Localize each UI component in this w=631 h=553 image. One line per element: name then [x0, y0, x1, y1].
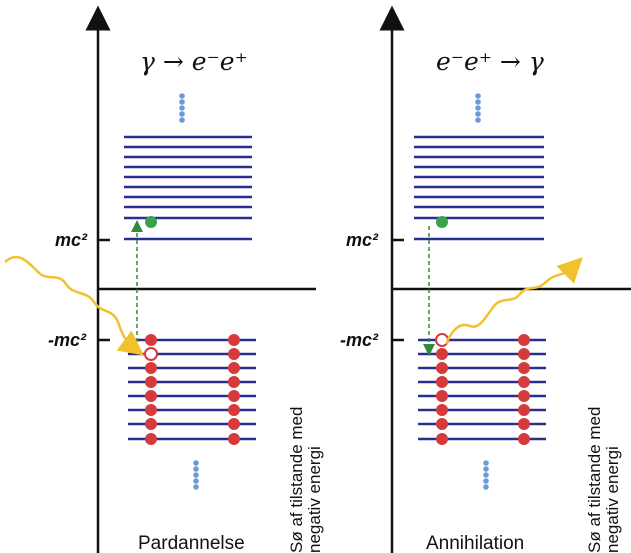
- left-neg-mc2-label: -mc²: [48, 330, 87, 350]
- left-mc2-label: mc²: [55, 230, 88, 250]
- left-incoming-photon: [4, 255, 144, 356]
- left-title: γ → e⁻e⁺: [140, 47, 248, 76]
- left-side-label-line1: Sø af tilstande med: [287, 407, 306, 553]
- right-continuation-dots-top: [475, 93, 481, 123]
- left-caption: Pardannelse: [138, 533, 245, 553]
- left-sea-particles: [145, 334, 240, 445]
- right-caption: Annihilation: [426, 533, 524, 553]
- right-positive-levels: [414, 135, 544, 241]
- left-side-label: Sø af tilstande med negativ energi: [287, 407, 324, 553]
- right-title: e⁻e⁺ → γ: [436, 47, 544, 76]
- left-hole: [144, 347, 158, 361]
- right-hole: [435, 333, 449, 347]
- right-continuation-dots-bottom: [483, 460, 489, 490]
- right-neg-mc2-label: -mc²: [340, 330, 379, 350]
- left-electron: [145, 216, 157, 228]
- right-side-label-line1: Sø af tilstande med: [585, 407, 604, 553]
- left-panel: γ → e⁻e⁺ mc² -mc²: [4, 5, 324, 553]
- right-outgoing-photon: [444, 257, 583, 345]
- left-continuation-dots-top: [179, 93, 185, 123]
- left-side-label-line2: negativ energi: [305, 446, 324, 553]
- left-continuation-dots-bottom: [193, 460, 199, 490]
- left-positive-levels: [124, 135, 252, 241]
- right-sea-particles: [436, 334, 530, 445]
- right-panel: e⁻e⁺ → γ mc² -mc²: [340, 5, 631, 553]
- right-mc2-label: mc²: [346, 230, 379, 250]
- right-side-label-line2: negativ energi: [603, 446, 622, 553]
- right-side-label: Sø af tilstande med negativ energi: [585, 407, 622, 553]
- right-electron: [436, 216, 448, 228]
